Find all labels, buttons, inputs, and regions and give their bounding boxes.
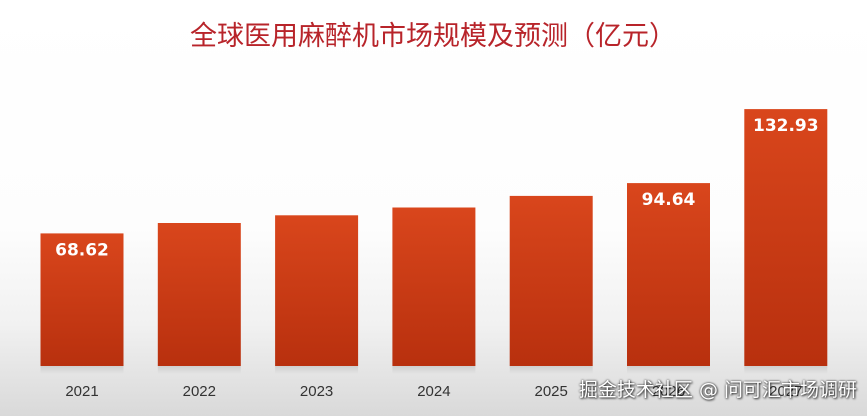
data-label-2027: 132.93 bbox=[753, 116, 819, 136]
bar-shadow-2021 bbox=[40, 366, 124, 374]
data-label-2026: 94.64 bbox=[642, 190, 696, 210]
x-tick-label-2026: 2026 bbox=[652, 383, 685, 400]
bar-2025 bbox=[509, 195, 593, 366]
bar-2026 bbox=[627, 183, 710, 366]
x-axis-ticks: 2021 2022 2023 2024 2025 2026 2027 bbox=[65, 383, 802, 400]
bar-2022 bbox=[157, 223, 241, 366]
bar-shadow-2025 bbox=[509, 366, 593, 374]
data-labels-group: 68.62 94.64 132.93 bbox=[55, 116, 818, 260]
data-label-2021: 68.62 bbox=[55, 240, 109, 260]
x-tick-label-2022: 2022 bbox=[183, 383, 216, 400]
x-tick-label-2023: 2023 bbox=[300, 383, 333, 400]
chart-title: 全球医用麻醉机市场规模及预测（亿元） bbox=[190, 21, 676, 52]
bar-2021 bbox=[40, 233, 124, 366]
bars-group bbox=[40, 109, 828, 374]
bar-shadow-2026 bbox=[627, 366, 710, 374]
watermark-text: 掘金技术社区 @ 问可汇市场调研 bbox=[578, 379, 857, 401]
x-tick-label-2021: 2021 bbox=[65, 383, 98, 400]
x-tick-label-2024: 2024 bbox=[417, 383, 450, 400]
bar-shadow-2027 bbox=[744, 366, 828, 374]
x-tick-label-2027: 2027 bbox=[769, 383, 802, 400]
bar-shadow-2023 bbox=[275, 366, 359, 374]
bar-2024 bbox=[392, 207, 476, 366]
x-tick-label-2025: 2025 bbox=[535, 383, 568, 400]
bar-shadow-2024 bbox=[392, 366, 476, 374]
bar-shadow-2022 bbox=[157, 366, 241, 374]
bar-2027 bbox=[744, 109, 828, 366]
bar-2023 bbox=[275, 215, 359, 366]
